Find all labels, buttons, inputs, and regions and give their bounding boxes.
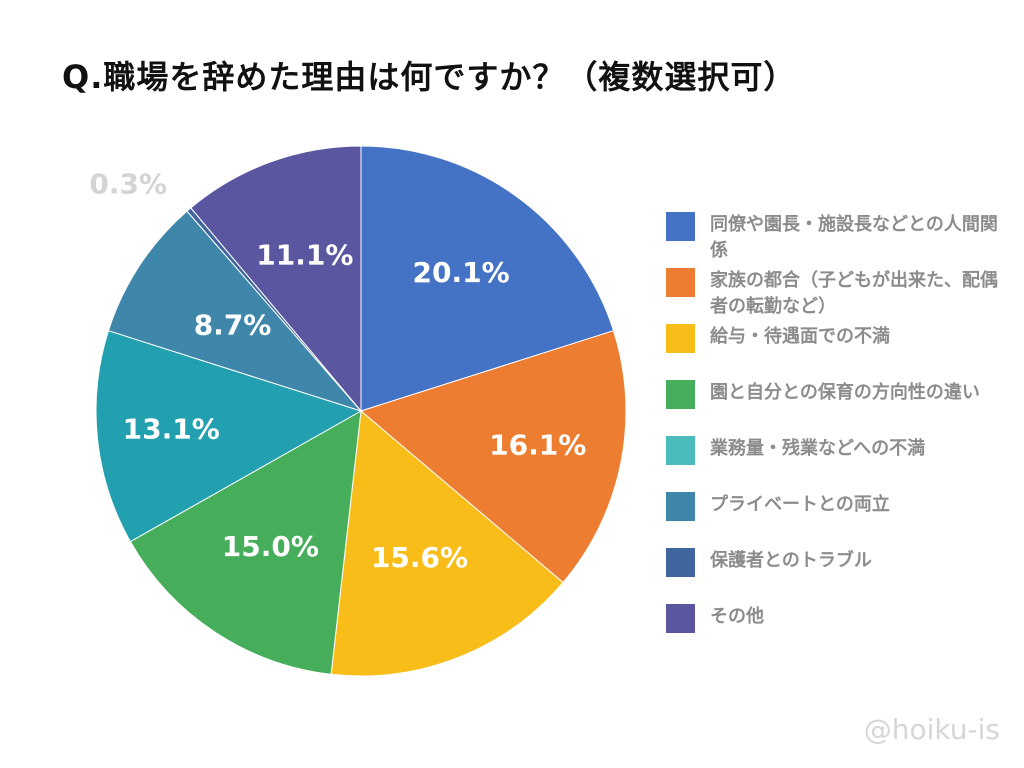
pie-slice [95,330,363,543]
legend-swatch [666,268,695,297]
legend-item: 同僚や園長・施設長などとの人間関係 [666,212,1002,264]
legend-swatch [666,492,695,521]
chart-title: Q.職場を辞めた理由は何ですか？（複数選択可） [62,58,797,96]
pie-data-label: 15.0% [222,530,319,563]
legend-item: 業務量・残業などへの不満 [666,436,1002,465]
pie-slice [359,330,627,584]
legend-swatch [666,324,695,353]
legend-item: 保護者とのトラブル [666,548,1002,577]
legend-item: 給与・待遇面での不満 [666,324,1002,353]
pie-data-label: 13.1% [123,413,220,446]
legend-swatch [666,548,695,577]
pie-data-label: 8.7% [194,309,272,342]
pie-data-label: 11.1% [256,239,353,272]
pie-data-label: 20.1% [413,256,510,289]
legend-label: その他 [710,606,764,627]
legend-item: 家族の都合（子どもが出来た、配偶者の転勤など） [666,268,1002,320]
legend-label: 給与・待遇面での不満 [710,326,890,347]
watermark: @hoiku-is [863,713,1000,746]
legend-item: 園と自分との保育の方向性の違い [666,380,1002,409]
legend-label: 業務量・残業などへの不満 [710,438,926,459]
legend-label: 園と自分との保育の方向性の違い [710,382,980,403]
legend-swatch [666,604,695,633]
pie-slice [190,145,362,413]
legend-swatch [666,436,695,465]
pie-slice [360,145,615,412]
legend-label: 保護者とのトラブル [710,550,872,571]
legend-item: プライベートとの両立 [666,492,1002,521]
pie-slice [107,210,363,413]
legend-label: プライベートとの両立 [710,494,890,515]
legend-label: 同僚や園長・施設長などとの人間関係 [710,214,998,261]
legend-label: 家族の都合（子どもが出来た、配偶者の転勤など） [710,270,998,317]
legend-item: その他 [666,604,1002,633]
legend-swatch [666,212,695,241]
pie-slice [129,410,362,675]
pie-slice [330,410,564,677]
legend-swatch [666,380,695,409]
pie-data-label: 15.6% [371,541,468,574]
pie-data-label: 0.3% [89,167,167,200]
pie-data-label: 16.1% [489,428,586,461]
